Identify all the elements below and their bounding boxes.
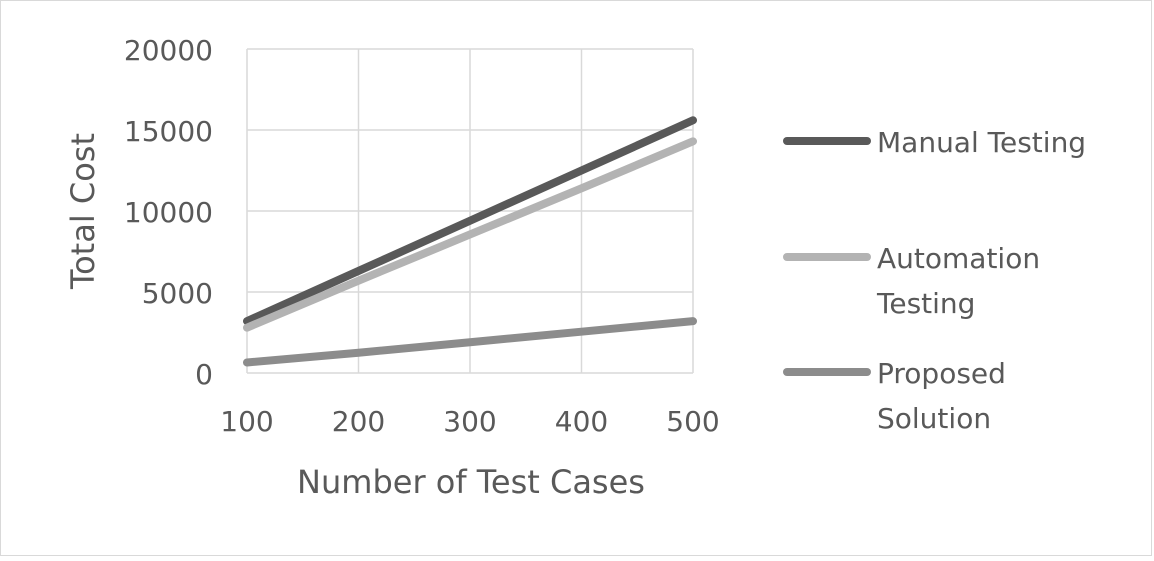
y-axis-ticks: 0 5000 10000 15000 20000 (124, 34, 213, 391)
legend-label: Automation (877, 242, 1040, 275)
legend: Manual Testing Automation Testing Proposed S… (787, 126, 1086, 435)
legend-item-automation-testing: Automation Testing (787, 242, 1040, 320)
legend-item-manual-testing: Manual Testing (787, 126, 1086, 159)
legend-label: Solution (877, 402, 991, 435)
y-tick-label: 0 (195, 358, 213, 391)
legend-label: Proposed (877, 357, 1006, 390)
legend-item-proposed-solution: Proposed Solution (787, 357, 1006, 435)
y-tick-label: 20000 (124, 34, 213, 67)
x-tick-label: 100 (220, 405, 273, 438)
x-axis-title: Number of Test Cases (297, 463, 645, 501)
y-tick-label: 15000 (124, 115, 213, 148)
legend-label: Manual Testing (877, 126, 1086, 159)
x-axis-ticks: 100 200 300 400 500 (220, 405, 719, 438)
x-tick-label: 500 (666, 405, 719, 438)
x-tick-label: 200 (332, 405, 385, 438)
y-tick-label: 10000 (124, 196, 213, 229)
y-axis-title: Total Cost (64, 133, 102, 290)
legend-label: Testing (876, 287, 975, 320)
x-tick-label: 400 (555, 405, 608, 438)
y-tick-label: 5000 (142, 277, 213, 310)
x-tick-label: 300 (443, 405, 496, 438)
